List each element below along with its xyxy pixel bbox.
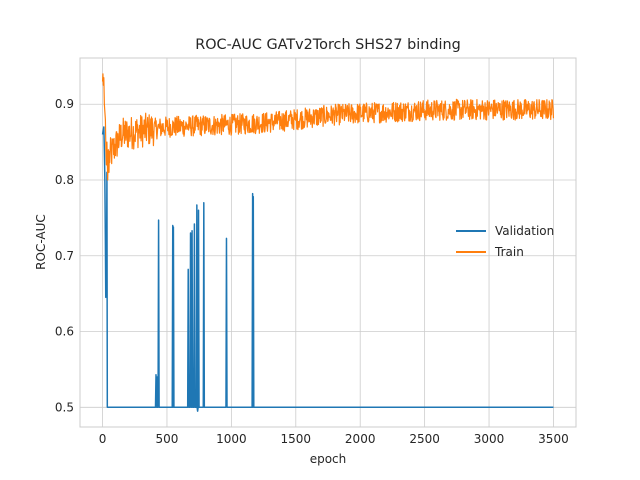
y-tick-label: 0.9 [55, 97, 74, 111]
y-tick-label: 0.5 [55, 400, 74, 414]
x-tick-label: 3500 [538, 432, 569, 446]
legend: Validation Train [456, 224, 554, 259]
legend-label-validation: Validation [495, 224, 554, 238]
series-line-validation [101, 126, 554, 412]
x-axis-label: epoch [310, 452, 347, 466]
x-tick-label: 0 [99, 432, 107, 446]
series-line-train [101, 73, 555, 181]
x-tick-label: 1000 [216, 432, 247, 446]
y-axis-label: ROC-AUC [34, 214, 48, 270]
y-tick-label: 0.7 [55, 249, 74, 263]
x-tick-label: 500 [156, 432, 179, 446]
x-tick-label: 1500 [281, 432, 312, 446]
legend-label-train: Train [494, 245, 524, 259]
x-tick-label: 2500 [409, 432, 440, 446]
tick-labels: 0 500 1000 1500 2000 2500 3000 3500 0.5 0.6 0.7 0.8… [55, 97, 569, 446]
y-tick-label: 0.6 [55, 325, 74, 339]
x-tick-label: 3000 [474, 432, 505, 446]
plot-frame [79, 57, 577, 428]
x-tick-label: 2000 [345, 432, 376, 446]
chart-title: ROC-AUC GATv2Torch SHS27 binding [195, 37, 461, 53]
series-group [101, 73, 555, 412]
y-tick-label: 0.8 [55, 173, 74, 187]
